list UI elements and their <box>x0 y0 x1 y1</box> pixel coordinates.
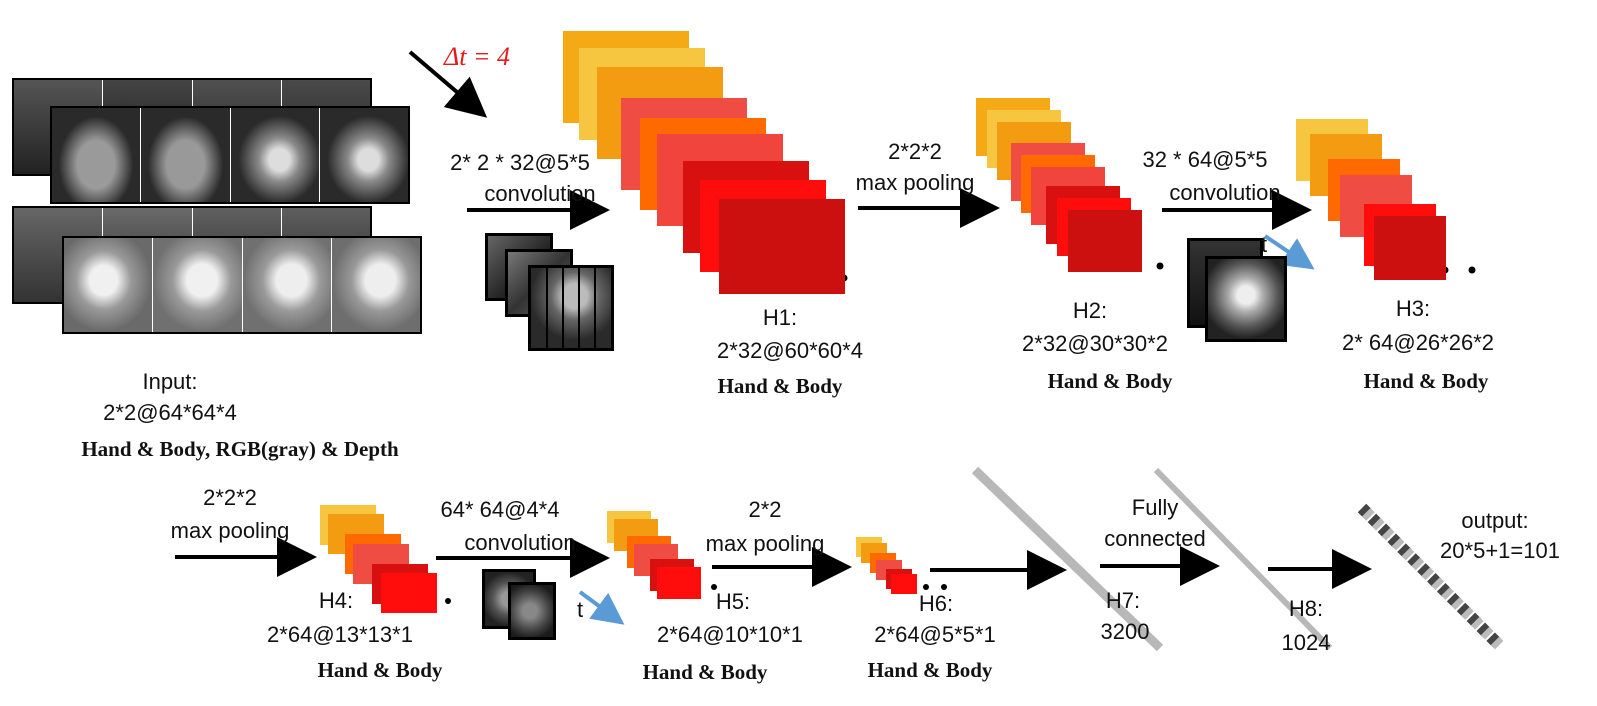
time-label-h3: t <box>1260 232 1268 257</box>
h5-desc: Hand & Body <box>642 660 768 684</box>
delta-arrow <box>408 50 488 118</box>
kernel <box>528 265 614 351</box>
kernel <box>1205 256 1287 342</box>
h8-shape: 1024 <box>1281 630 1331 655</box>
h7-divider <box>971 466 1164 652</box>
fc-line1: Fully <box>1131 495 1179 520</box>
h3-desc: Hand & Body <box>1363 369 1489 393</box>
time-arrow-h5 <box>578 590 625 625</box>
feature-map <box>381 573 437 613</box>
h1-shape: 2*32@60*60*4 <box>717 338 863 363</box>
pool2-name: max pooling <box>170 518 290 543</box>
h2-name: H2: <box>1072 298 1108 323</box>
conv2-name: convolution <box>1169 180 1281 205</box>
kernel <box>508 582 556 640</box>
h6-desc: Hand & Body <box>867 658 993 682</box>
conv3-name: convolution <box>464 530 576 555</box>
h3-name: H3: <box>1395 296 1431 321</box>
h4-name: H4: <box>318 588 354 613</box>
h7-shape: 3200 <box>1100 619 1150 644</box>
h5-shape: 2*64@10*10*1 <box>657 622 803 647</box>
input-desc: Hand & Body, RGB(gray) & Depth <box>81 437 399 461</box>
h4-shape: 2*64@13*13*1 <box>267 622 413 647</box>
time-arrow-h3 <box>1263 234 1315 270</box>
h8-name: H8: <box>1288 596 1324 621</box>
h1-desc: Hand & Body <box>717 374 843 398</box>
pool3-name: max pooling <box>705 531 825 556</box>
output-bar <box>1357 503 1505 651</box>
input-title: Input: <box>142 369 198 394</box>
pool2-shape: 2*2*2 <box>203 485 257 510</box>
feature-map <box>657 567 701 599</box>
delta-t-label: Δt = 4 <box>444 42 511 71</box>
conv1-shape: 2* 2 * 32@5*5 <box>450 150 590 175</box>
pool3-shape: 2*2 <box>748 497 782 522</box>
conv1-name: convolution <box>484 181 596 206</box>
conv3-shape: 64* 64@4*4 <box>440 497 560 522</box>
feature-map <box>891 574 917 594</box>
output-title: output: <box>1461 508 1529 533</box>
pool1-name: max pooling <box>855 170 975 195</box>
h6-name: H6: <box>918 591 954 616</box>
output-bar-light <box>1357 503 1505 651</box>
feature-map <box>1374 216 1446 280</box>
input-depth-hand <box>62 236 422 334</box>
time-label-h5: t <box>576 597 584 622</box>
h7-name: H7: <box>1105 588 1141 613</box>
feature-map <box>719 199 845 294</box>
feature-map <box>1068 210 1142 272</box>
input-depth-body <box>50 106 410 204</box>
h1-name: H1: <box>762 305 798 330</box>
h3-shape: 2* 64@26*26*2 <box>1341 330 1494 355</box>
h2-desc: Hand & Body <box>1047 369 1173 393</box>
fc-line2: connected <box>1104 526 1206 551</box>
conv2-shape: 32 * 64@5*5 <box>1142 147 1268 172</box>
h4-desc: Hand & Body <box>317 658 443 682</box>
h2-shape: 2*32@30*30*2 <box>1022 331 1168 356</box>
h6-shape: 2*64@5*5*1 <box>874 622 996 647</box>
pool1-shape: 2*2*2 <box>888 139 942 164</box>
h5-name: H5: <box>715 589 751 614</box>
output-shape: 20*5+1=101 <box>1440 538 1560 563</box>
h8-divider <box>1153 467 1333 651</box>
input-shape: 2*2@64*64*4 <box>103 400 237 425</box>
